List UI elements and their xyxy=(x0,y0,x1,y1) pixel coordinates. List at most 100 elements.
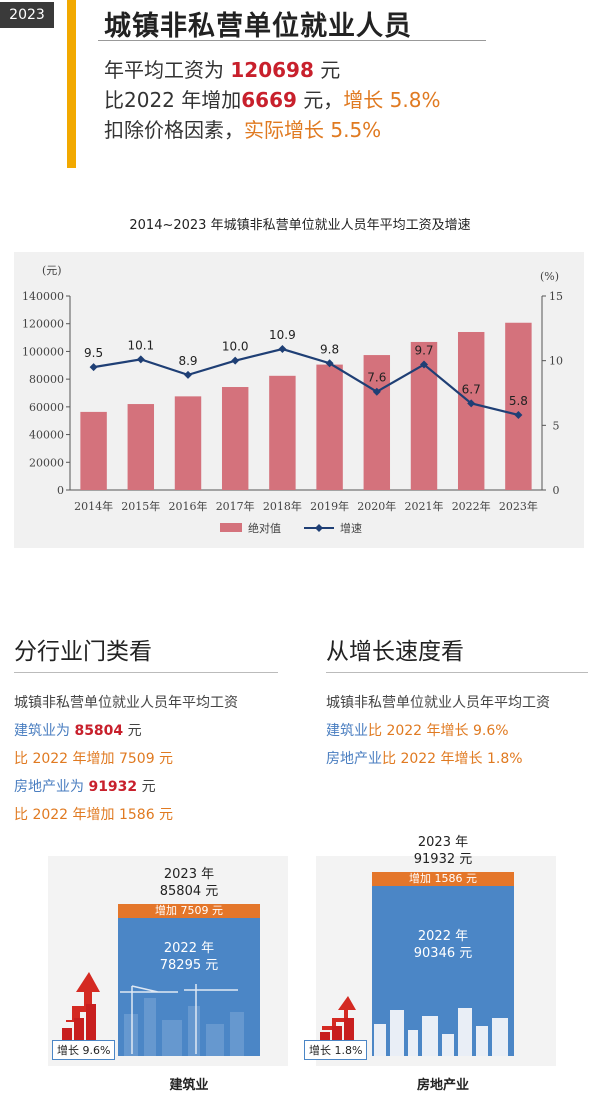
growth-data-label: 7.6 xyxy=(367,371,386,385)
realestate-name: 房地产业 xyxy=(326,751,382,767)
bar xyxy=(269,375,296,490)
x-tick-label: 2021年 xyxy=(405,499,444,513)
growth-point xyxy=(231,356,240,365)
legend-line-label: 增速 xyxy=(340,521,362,535)
growth-data-label: 6.7 xyxy=(462,382,481,396)
bar xyxy=(127,404,155,490)
realestate-increase-band: 增加 1586 元 xyxy=(372,872,514,886)
avg-wage-unit: 元 xyxy=(313,58,341,82)
wage-chart: 0 20000 40000 60000 80000 100000 120000 140000 0… xyxy=(22,264,563,535)
growth-point xyxy=(184,370,192,379)
y-tick-label: 100000 xyxy=(22,345,64,358)
realestate-2023-value: 91932 元 xyxy=(413,852,473,867)
growth-data-label: 8.9 xyxy=(178,354,197,368)
x-tick-label: 2023年 xyxy=(499,499,538,513)
bar xyxy=(221,387,249,490)
bar xyxy=(174,396,202,490)
y-tick-label: 120000 xyxy=(22,318,64,331)
page-title: 城镇非私营单位就业人员 xyxy=(104,11,412,42)
construction-name: 建筑业 xyxy=(326,723,368,739)
growth-point xyxy=(136,355,145,364)
header-line-increase: 比2022 年增加6669 元，增长 5.8% xyxy=(104,84,440,113)
growth-data-label: 9.7 xyxy=(414,344,433,358)
right-line-1: 城镇非私营单位就业人员年平均工资 xyxy=(326,695,550,711)
realestate-growth: 比 2022 年增长 1.8% xyxy=(382,751,523,767)
x-tick-label: 2015年 xyxy=(121,499,160,513)
bar xyxy=(363,355,391,490)
chart-title: 2014~2023 年城镇非私营单位就业人员年平均工资及增速 xyxy=(129,218,471,233)
realestate-wage: 91932 xyxy=(88,779,138,795)
construction-growth: 比 2022 年增长 9.6% xyxy=(368,723,509,739)
growth-point xyxy=(325,359,334,368)
construction-unit: 元 xyxy=(123,723,142,739)
construction-skyline xyxy=(120,984,244,1056)
section-rule-left xyxy=(14,672,278,673)
y-axis-unit: (元) xyxy=(42,264,62,277)
y-tick-label: 140000 xyxy=(22,290,64,303)
left-line-1: 城镇非私营单位就业人员年平均工资 xyxy=(14,695,238,711)
growth-point xyxy=(278,345,287,354)
construction-2023-value: 85804 元 xyxy=(159,884,219,899)
x-tick-label: 2018年 xyxy=(263,499,302,513)
y-tick-label: 0 xyxy=(57,484,64,497)
y2-axis-unit: (%) xyxy=(540,270,559,283)
y2-tick-label: 5 xyxy=(553,419,560,432)
construction-caption: 建筑业 xyxy=(169,1078,209,1093)
realestate-2022-year: 2022 年 xyxy=(417,929,469,944)
realestate-growth-arrow-icon xyxy=(320,996,356,1040)
growth-point xyxy=(89,363,98,372)
growth-point xyxy=(467,399,476,408)
increase-growth: 增长 5.8% xyxy=(343,88,441,112)
construction-growth-arrow-icon xyxy=(62,972,100,1040)
increase-unit: 元， xyxy=(296,88,344,112)
legend-bar-swatch xyxy=(220,523,242,532)
section-title-industry: 分行业门类看 xyxy=(14,639,152,665)
growth-data-label: 10.0 xyxy=(222,340,249,354)
realestate-2022-label: 2022 年 90346 元 xyxy=(372,928,514,962)
chart-panel: 0 20000 40000 60000 80000 100000 120000 140000 0… xyxy=(14,252,584,548)
construction-prefix: 建筑业为 xyxy=(14,723,75,739)
left-line-3: 比 2022 年增加 7509 元 xyxy=(14,751,174,767)
x-tick-label: 2014年 xyxy=(74,499,113,513)
growth-data-label: 10.9 xyxy=(269,328,296,342)
construction-2023-year: 2023 年 xyxy=(163,867,215,882)
growth-data-label: 9.5 xyxy=(84,346,103,360)
y-tick-label: 60000 xyxy=(29,401,64,414)
construction-2022-year: 2022 年 xyxy=(163,941,215,956)
construction-increase-band: 增加 7509 元 xyxy=(118,904,260,918)
y2-tick-label: 15 xyxy=(549,290,563,303)
x-tick-label: 2020年 xyxy=(357,499,396,513)
construction-wage: 85804 xyxy=(74,723,124,739)
right-line-2: 建筑业比 2022 年增长 9.6% xyxy=(326,720,509,740)
accent-bar xyxy=(67,0,76,168)
bar xyxy=(505,322,532,490)
section-rule-right xyxy=(326,672,588,673)
construction-2022-value: 78295 元 xyxy=(159,958,219,973)
header-line-avg-wage: 年平均工资为 120698 元 xyxy=(104,54,340,83)
bar xyxy=(316,364,343,490)
y2-tick-label: 0 xyxy=(553,484,560,497)
header-line-real-growth: 扣除价格因素，实际增长 5.5% xyxy=(104,114,381,143)
y-tick-label: 20000 xyxy=(29,456,64,469)
realestate-2022-value: 90346 元 xyxy=(413,946,473,961)
construction-2023-label: 2023 年 85804 元 xyxy=(118,866,260,900)
growth-point xyxy=(420,360,428,369)
bar xyxy=(80,411,107,490)
right-line-3: 房地产业比 2022 年增长 1.8% xyxy=(326,748,523,768)
realestate-unit: 元 xyxy=(137,779,156,795)
construction-growth-badge: 增长 9.6% xyxy=(52,1040,116,1060)
real-growth-prefix: 扣除价格因素， xyxy=(104,118,244,142)
bar xyxy=(457,331,485,490)
legend-bar-label: 绝对值 xyxy=(248,521,281,535)
growth-data-label: 9.8 xyxy=(320,342,339,356)
title-divider xyxy=(98,40,486,41)
y-tick-label: 40000 xyxy=(29,429,64,442)
growth-data-label: 10.1 xyxy=(127,338,154,352)
realestate-caption: 房地产业 xyxy=(416,1078,469,1093)
y-tick-label: 80000 xyxy=(29,373,64,386)
x-tick-label: 2017年 xyxy=(216,499,255,513)
left-line-2: 建筑业为 85804 元 xyxy=(14,720,142,740)
realestate-growth-badge: 增长 1.8% xyxy=(304,1040,368,1060)
growth-point xyxy=(372,387,381,396)
x-tick-label: 2022年 xyxy=(452,499,491,513)
